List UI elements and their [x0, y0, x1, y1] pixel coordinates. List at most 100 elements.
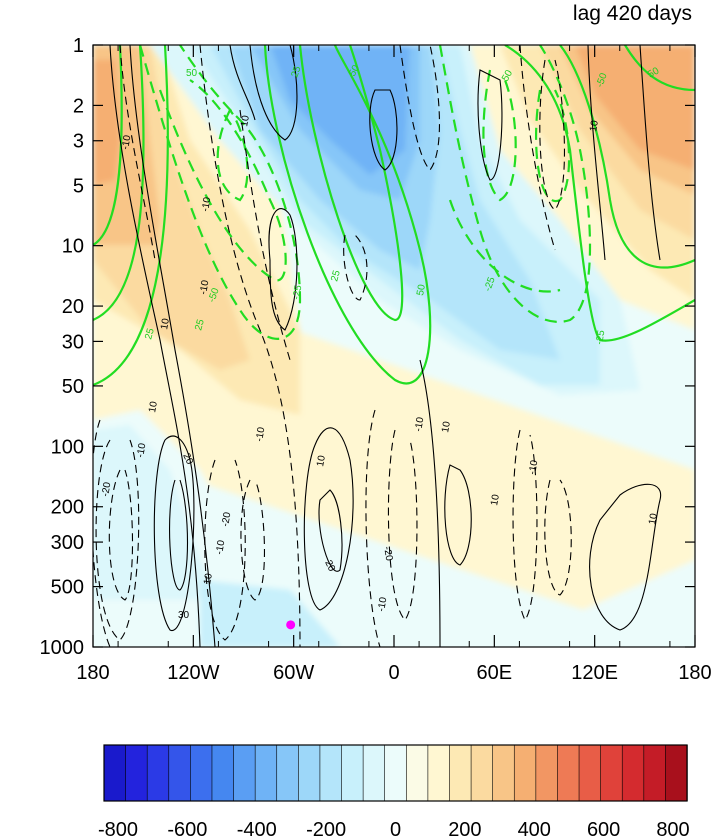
y-tick-label: 100 [51, 436, 84, 458]
colorbar-label: 800 [656, 819, 689, 838]
contour-label: 10 [159, 317, 172, 330]
contour-label: 10 [239, 114, 252, 127]
contour-label: 50 [500, 68, 515, 84]
contour-label: 10 [440, 420, 453, 433]
contour-label: -25 [482, 275, 497, 293]
contour-label: -10 [527, 459, 540, 476]
colorbar-swatch [513, 744, 537, 802]
contour-labels-black: 10 10 10 10 10 10 10 10 10 -10 -10 -10 -… [100, 114, 660, 621]
colorbar-label: -400 [237, 819, 277, 838]
colorbar-label: 200 [448, 819, 481, 838]
contour-label: -25 [594, 329, 607, 346]
colorbar-label: -600 [167, 819, 207, 838]
x-tick-label: 120W [167, 662, 219, 684]
colorbar-swatch [578, 744, 602, 802]
colorbar-label: 600 [587, 819, 620, 838]
contour-label: -20 [381, 546, 394, 563]
contour-label: -20 [220, 511, 233, 528]
y-tick-label: 1000 [40, 637, 85, 659]
contour-label: 50 [186, 68, 198, 79]
contour-label: 10 [315, 454, 328, 467]
contour-label: 50 [415, 283, 428, 296]
colorbar-swatch [384, 744, 407, 802]
y-tick-label: 50 [62, 376, 84, 398]
y-tick-label: 300 [51, 532, 84, 554]
colorbar-swatch [427, 744, 451, 802]
y-axis: 1 2 3 5 10 20 30 50 100 200 300 500 1000 [40, 35, 695, 659]
contour-label: 10 [647, 512, 660, 525]
colorbar-swatch [600, 744, 623, 802]
colorbar-swatch [535, 744, 559, 802]
colorbar-swatch [146, 744, 170, 802]
colorbar: -800 -600 -400 -200 0 200 400 600 800 [98, 744, 690, 838]
y-tick-label: 20 [62, 296, 84, 318]
contour-label: 25 [329, 269, 343, 283]
chart-title: lag 420 days [573, 2, 692, 25]
x-tick-label: 180 [76, 662, 109, 684]
contour-label: 50 [347, 63, 362, 79]
contour-lines [93, 45, 695, 647]
colorbar-label: 0 [390, 819, 401, 838]
y-tick-label: 10 [62, 236, 84, 258]
contour-label: -50 [594, 71, 609, 89]
x-tick-label: 120E [571, 662, 618, 684]
y-tick-label: 1 [73, 35, 84, 57]
contour-label: 25 [193, 318, 207, 332]
y-tick-label: 2 [73, 95, 84, 117]
x-tick-label: 0 [388, 662, 399, 684]
colorbar-swatch [621, 744, 645, 802]
colorbar-swatch [492, 744, 515, 802]
colorbar-swatch [298, 744, 321, 802]
contour-label: 10 [202, 572, 215, 585]
colorbar-swatch [665, 744, 688, 802]
colorbar-swatch [362, 744, 386, 802]
colorbar-swatch [405, 744, 429, 802]
contour-label: -10 [200, 196, 213, 213]
colorbar-swatch [125, 744, 148, 802]
colorbar-swatch [557, 744, 580, 802]
y-tick-label: 5 [73, 175, 84, 197]
contour-label: 10 [147, 400, 160, 413]
colorbar-swatch [168, 744, 192, 802]
colorbar-swatch [190, 744, 213, 802]
contour-label: -10 [214, 539, 227, 556]
contour-label: 30 [178, 610, 190, 621]
contour-label: -10 [254, 426, 267, 443]
colorbar-swatch [449, 744, 472, 802]
colorbar-swatch [341, 744, 364, 802]
contour-label: 20 [180, 452, 195, 467]
marker-dot [286, 620, 296, 630]
x-tick-label: 60W [273, 662, 314, 684]
contour-label: -25 [291, 284, 304, 301]
y-tick-label: 200 [51, 497, 84, 519]
y-tick-label: 3 [73, 131, 84, 153]
colorbar-swatch [276, 744, 300, 802]
colorbar-swatch [643, 744, 667, 802]
contour-label: 20 [322, 559, 337, 574]
contour-label: 10 [489, 493, 502, 506]
contour-label: 50 [646, 65, 662, 80]
colorbar-label: -200 [306, 819, 346, 838]
contour-label: -10 [135, 442, 148, 459]
contour-label: -10 [198, 279, 211, 296]
colorbar-swatch [319, 744, 343, 802]
contour-label: -10 [120, 134, 133, 151]
contour-labels-green: 50 50 50 50 50 -50 -50 25 25 25 25 -25 -… [143, 63, 661, 346]
contour-label: -10 [376, 596, 389, 613]
contour-label: -20 [100, 481, 113, 498]
y-tick-label: 500 [51, 577, 84, 599]
contour-label: -10 [413, 416, 426, 433]
contour-label: 25 [143, 327, 157, 341]
x-tick-label: 60E [477, 662, 513, 684]
contour-label: -50 [206, 286, 221, 304]
colorbar-label: -800 [98, 819, 138, 838]
colorbar-label: 400 [518, 819, 551, 838]
colorbar-swatch [254, 744, 278, 802]
y-tick-label: 30 [62, 331, 84, 353]
contour-label: 10 [588, 119, 601, 132]
colorbar-frame [103, 744, 688, 802]
x-tick-label: 180 [678, 662, 711, 684]
colorbar-swatch [470, 744, 494, 802]
contour-label: 25 [289, 64, 303, 79]
